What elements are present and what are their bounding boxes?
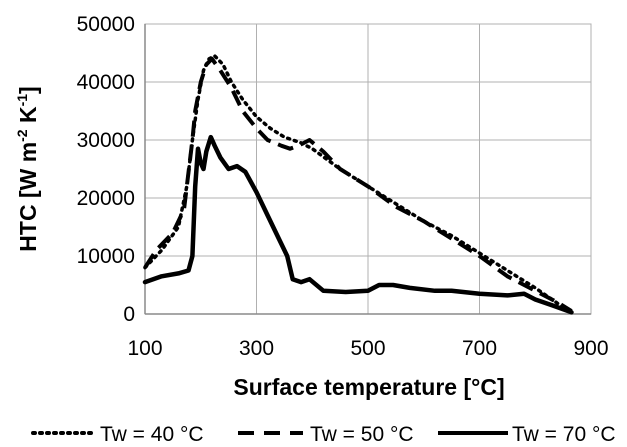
x-tick-label: 300 bbox=[239, 337, 274, 360]
legend-label-tw40: Tw = 40 °C bbox=[100, 423, 204, 446]
y-tick-label: 40000 bbox=[77, 71, 135, 94]
y-axis-title-sup-2: -1 bbox=[14, 94, 30, 107]
legend-label-tw70: Tw = 70 °C bbox=[512, 423, 616, 446]
series-lines bbox=[142, 54, 574, 315]
y-axis-title: HTC [W m-2 K-1] bbox=[14, 86, 41, 251]
y-tick-label: 0 bbox=[123, 303, 135, 326]
series-line-2 bbox=[143, 56, 573, 313]
x-tick-label: 500 bbox=[350, 337, 385, 360]
y-axis-title-part-3: ] bbox=[15, 86, 41, 94]
grid-lines bbox=[145, 23, 592, 314]
legend-label-tw50: Tw = 50 °C bbox=[310, 423, 414, 446]
y-tick-label: 20000 bbox=[77, 187, 135, 210]
y-tick-label: 50000 bbox=[77, 13, 135, 36]
y-axis-title-group: HTC [W m-2 K-1] bbox=[14, 86, 41, 251]
x-tick-label: 700 bbox=[462, 337, 497, 360]
legend: Tw = 40 °C Tw = 50 °C Tw = 70 °C bbox=[31, 423, 616, 446]
y-tick-label: 30000 bbox=[77, 129, 135, 152]
y-axis-title-part-1: HTC [W m bbox=[15, 142, 41, 252]
series-line-3 bbox=[142, 134, 574, 315]
y-axis-title-part-2: K bbox=[15, 106, 41, 129]
tick-labels: 0 10000 20000 30000 40000 50000 100 300 500 700 90… bbox=[77, 13, 609, 360]
x-axis-title: Surface temperature [°C] bbox=[233, 374, 504, 400]
y-axis-title-sup-1: -2 bbox=[14, 129, 30, 142]
x-tick-label: 900 bbox=[573, 337, 608, 360]
y-tick-label: 10000 bbox=[77, 245, 135, 268]
x-tick-label: 100 bbox=[127, 337, 162, 360]
